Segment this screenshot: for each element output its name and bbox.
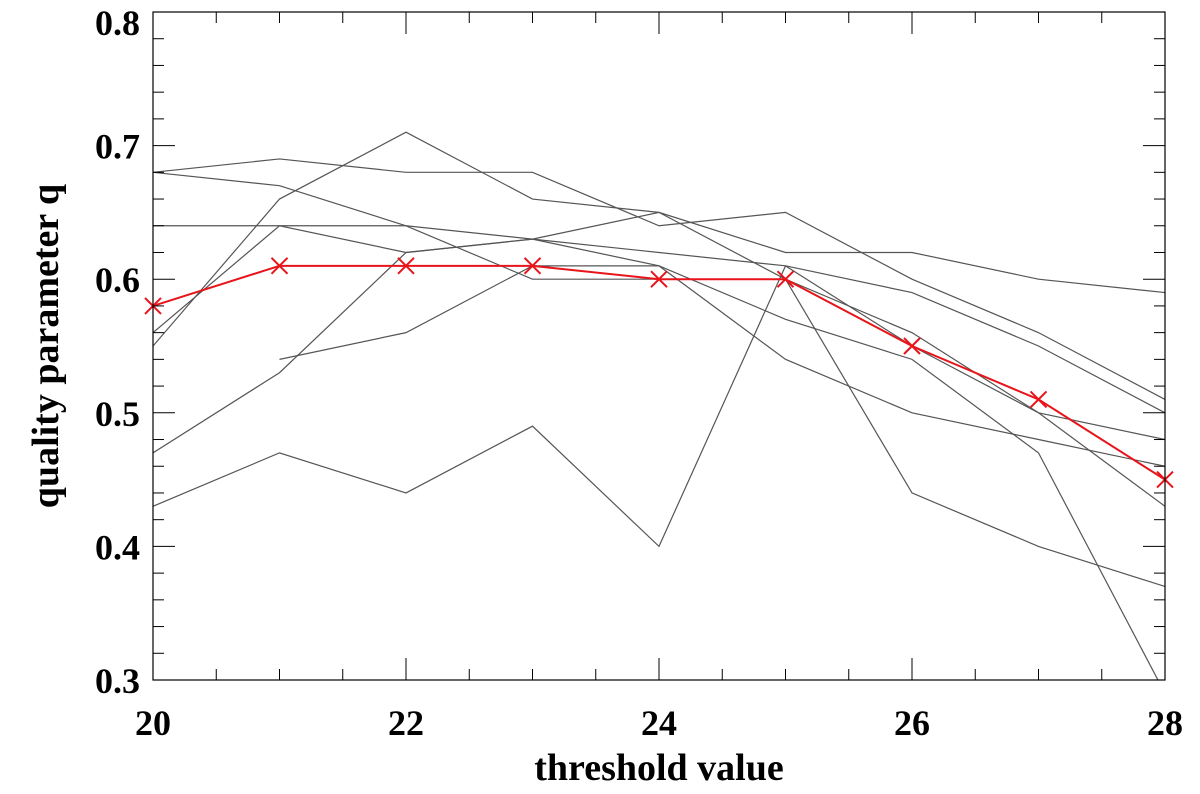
mean-series-point	[903, 337, 921, 355]
mean-series-point	[776, 270, 795, 288]
y-axis-title: quality parameter q	[25, 184, 67, 508]
gray-series-line	[153, 158, 1165, 400]
y-tick-label: 0.4	[95, 527, 140, 567]
gray-series-line	[153, 211, 1165, 588]
y-tick-labels: 0.3 0.4 0.5 0.6 0.7 0.8	[95, 3, 140, 701]
mean-series-point	[397, 257, 415, 275]
mean-series-group	[144, 257, 1174, 489]
plot-frame	[152, 11, 1166, 681]
y-tick-label: 0.3	[95, 661, 140, 701]
gray-series-line	[153, 171, 1165, 507]
mean-series-point	[523, 257, 542, 275]
marker-stroke	[523, 257, 542, 275]
y-tick-label: 0.7	[95, 127, 140, 167]
mean-series-point	[270, 257, 289, 275]
mean-series-point	[1029, 390, 1048, 409]
x-tick-label: 26	[894, 703, 930, 743]
x-tick-label: 20	[135, 703, 171, 743]
gray-series-line	[153, 264, 1165, 548]
mean-series-point	[650, 270, 668, 288]
y-tick-label: 0.5	[95, 394, 140, 434]
marker-stroke	[650, 270, 668, 288]
gray-series-line	[153, 225, 1165, 414]
axis-ticks	[152, 11, 1166, 681]
x-axis-title: threshold value	[534, 747, 784, 789]
gray-series-group	[153, 131, 1165, 680]
marker-stroke	[397, 257, 415, 275]
gray-series-line	[279, 265, 1165, 467]
x-tick-label: 24	[641, 703, 677, 743]
y-tick-label: 0.6	[95, 260, 140, 300]
marker-stroke	[270, 257, 289, 275]
gray-series-line	[153, 225, 1159, 680]
mean-series-line	[152, 264, 1166, 481]
marker-stroke	[903, 337, 921, 355]
marker-stroke	[1029, 390, 1048, 409]
x-tick-label: 22	[388, 703, 424, 743]
x-tick-label: 28	[1147, 703, 1183, 743]
gray-series-line	[153, 131, 1165, 347]
x-tick-labels: 20 22 24 26 28	[135, 703, 1183, 743]
marker-stroke	[776, 270, 795, 288]
y-tick-label: 0.8	[95, 3, 140, 43]
